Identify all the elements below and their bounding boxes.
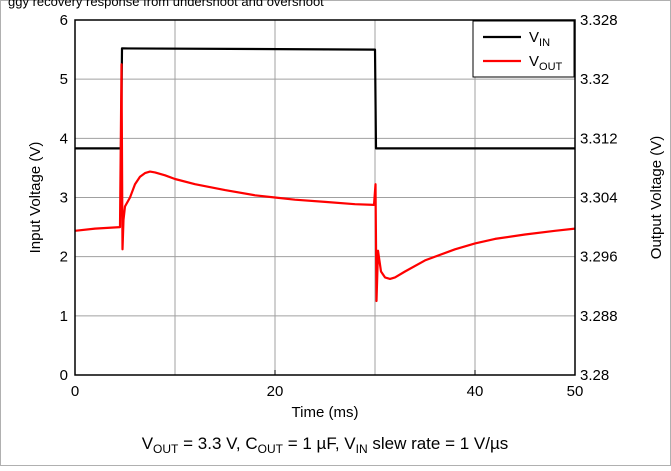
- y-tick-label-right: 3.312: [580, 130, 618, 147]
- y-axis-left-label: Input Voltage (V): [27, 142, 44, 254]
- x-tick-label: 40: [467, 383, 484, 400]
- y-tick-label-left: 3: [60, 190, 68, 207]
- x-tick-label: 20: [267, 383, 284, 400]
- header-text: ggy recovery response from undershoot an…: [8, 0, 324, 9]
- chart-caption: VOUT = 3.3 V, COUT = 1 µF, VIN slew rate…: [142, 434, 509, 456]
- y-tick-label-right: 3.296: [580, 249, 618, 266]
- y-tick-label-right: 3.28: [580, 367, 609, 384]
- x-axis-label: Time (ms): [292, 404, 359, 421]
- y-axis-right-label: Output Voltage (V): [648, 136, 665, 259]
- y-tick-label-left: 1: [60, 308, 68, 325]
- y-tick-label-right: 3.32: [580, 71, 609, 88]
- x-tick-label: 50: [567, 383, 584, 400]
- x-tick-label: 0: [71, 383, 79, 400]
- y-tick-label-right: 3.328: [580, 12, 618, 29]
- y-tick-label-left: 6: [60, 12, 68, 29]
- y-tick-label-left: 5: [60, 71, 68, 88]
- y-tick-label-right: 3.304: [580, 190, 618, 207]
- y-tick-label-right: 3.288: [580, 308, 618, 325]
- y-tick-label-left: 2: [60, 249, 68, 266]
- y-tick-label-left: 4: [60, 130, 68, 147]
- y-tick-label-left: 0: [60, 367, 68, 384]
